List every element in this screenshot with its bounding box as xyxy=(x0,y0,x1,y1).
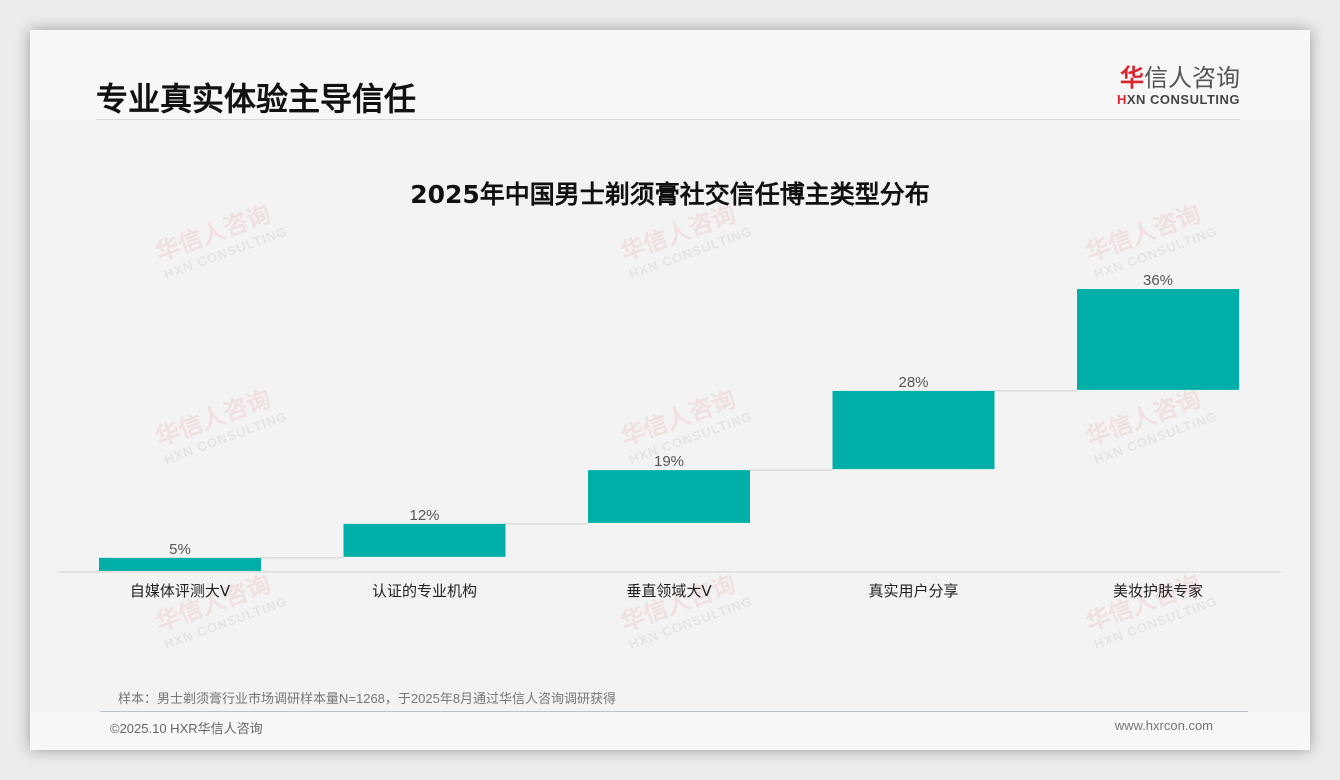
logo-en-text: XN CONSULTING xyxy=(1126,92,1240,107)
bar xyxy=(832,390,995,470)
data-label: 28% xyxy=(898,374,928,391)
footer-band xyxy=(30,712,1310,750)
logo-en-mark: H xyxy=(1116,92,1127,107)
category-label: 美妆护肤专家 xyxy=(1113,582,1203,600)
bar-group: 5% 自媒体评测大V xyxy=(99,541,261,600)
category-label: 认证的专业机构 xyxy=(372,582,477,600)
bar xyxy=(588,470,750,523)
header-band xyxy=(30,30,1310,120)
bar xyxy=(1077,289,1239,390)
website-link[interactable]: www.hxrcon.com xyxy=(1114,718,1213,733)
bar-group: 19% 垂直领域大V xyxy=(505,453,750,600)
category-label: 垂直领域大V xyxy=(626,582,712,600)
logo-cn-text: 信人咨询 xyxy=(1144,64,1240,92)
bar-group: 12% 认证的专业机构 xyxy=(261,507,506,600)
bar xyxy=(343,523,506,557)
bar-group: 28% 真实用户分享 xyxy=(750,374,995,600)
logo-cn-mark: 华 xyxy=(1120,64,1144,92)
waterfall-chart: 5% 自媒体评测大V 12% 认证的专业机构 19% 垂直领域大V 28% 真实用户分享 36%… xyxy=(57,272,1281,600)
slide: 专业真实体验主导信任 华信人咨询 HXN CONSULTING 华信人咨询 HXN… xyxy=(30,30,1310,750)
copyright: ©2025.10 HXR华信人咨询 xyxy=(110,721,263,736)
data-label: 5% xyxy=(169,541,191,558)
category-label: 真实用户分享 xyxy=(868,582,958,600)
footer-divider xyxy=(100,711,1248,712)
data-label: 36% xyxy=(1143,272,1173,289)
logo: 华信人咨询 HXN CONSULTING xyxy=(1117,64,1240,108)
data-label: 19% xyxy=(654,453,684,470)
sample-note: 样本：男士剃须膏行业市场调研样本量N=1268，于2025年8月通过华信人咨询调… xyxy=(118,691,617,706)
chart-title: 2025年中国男士剃须膏社交信任博主类型分布 xyxy=(410,180,930,209)
bar-group: 36% 美妆护肤专家 xyxy=(994,272,1239,600)
bar xyxy=(99,557,261,571)
title-divider xyxy=(96,119,1240,120)
logo-en: HXN CONSULTING xyxy=(1117,92,1240,108)
page-title: 专业真实体验主导信任 xyxy=(96,80,417,118)
data-label: 12% xyxy=(409,507,439,524)
category-label: 自媒体评测大V xyxy=(130,582,231,600)
logo-cn: 华信人咨询 xyxy=(1117,64,1240,92)
